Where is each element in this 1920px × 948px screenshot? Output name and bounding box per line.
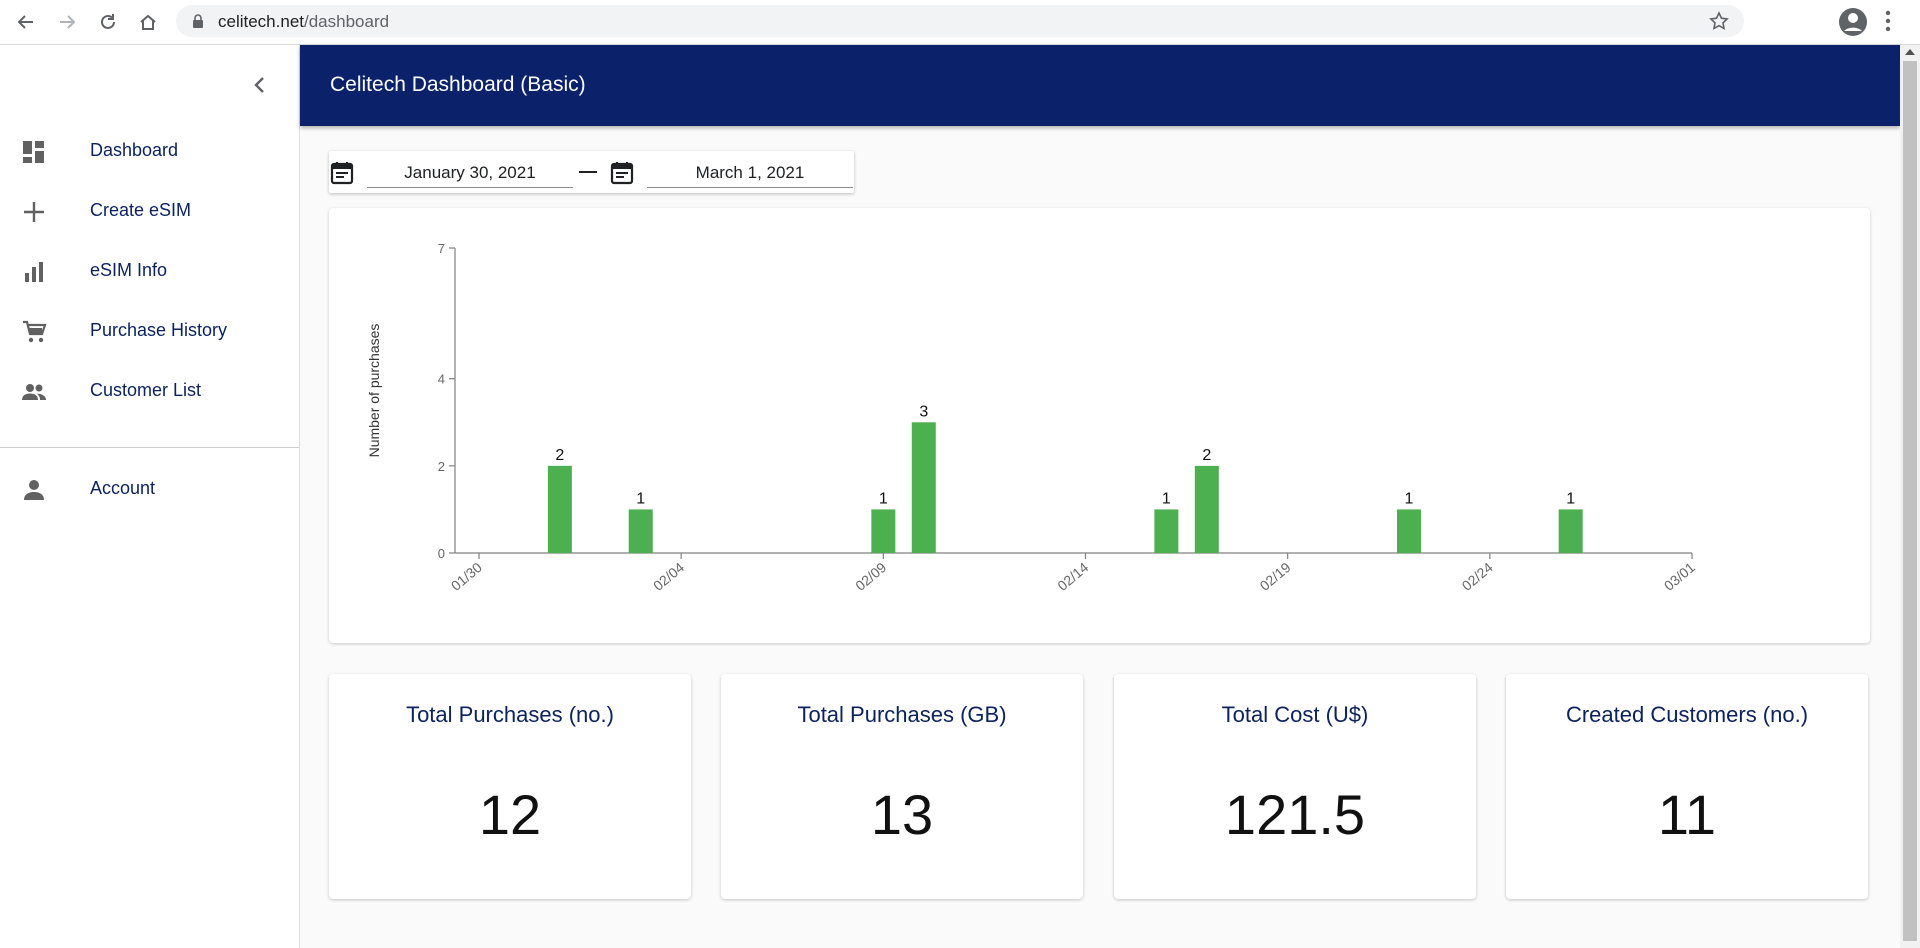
bar (628, 509, 653, 553)
app-header: Celitech Dashboard (Basic) (300, 45, 1900, 126)
sidebar-divider (0, 447, 299, 448)
calendar-icon[interactable] (329, 160, 355, 186)
sidebar-item-esim-info[interactable]: eSIM Info (0, 241, 299, 301)
sidebar-item-label: eSIM Info (90, 260, 168, 280)
x-tick-label: 02/04 (650, 559, 687, 594)
bar (1194, 465, 1219, 553)
stat-card-total-purchases-gb: Total Purchases (GB) 13 (721, 674, 1083, 899)
sidebar-item-dashboard[interactable]: Dashboard (0, 121, 299, 181)
bar-value-label: 1 (1162, 490, 1171, 507)
calendar-icon[interactable] (609, 160, 635, 186)
bar (1396, 509, 1421, 553)
bar (911, 422, 936, 553)
home-icon (140, 14, 156, 30)
url-text: celitech.net/dashboard (218, 12, 389, 32)
bar-value-label: 2 (1202, 447, 1211, 464)
page-scrollbar[interactable] (1900, 45, 1920, 948)
dashboard-icon (23, 141, 44, 163)
sidebar-item-label: Dashboard (90, 140, 179, 160)
bar-value-label: 1 (1566, 490, 1575, 507)
browser-menu-icon[interactable] (1884, 9, 1892, 35)
browser-toolbar: celitech.net/dashboard (0, 0, 1920, 45)
lock-icon (193, 14, 203, 28)
purchases-bar-chart: 0 2 4 7 Number of purchases 01/30 02/04 02/09 02… (366, 241, 1698, 594)
stat-value: 13 (870, 783, 934, 846)
main-content: Celitech Dashboard (Basic) January 30, 2… (300, 45, 1900, 948)
person-icon (24, 480, 44, 500)
profile-avatar-icon[interactable] (1838, 7, 1868, 37)
scroll-thumb[interactable] (1903, 61, 1917, 941)
date-range-separator (579, 171, 597, 173)
y-tick-label: 7 (438, 241, 445, 256)
sidebar-item-label: Account (90, 478, 156, 498)
sidebar: Dashboard Create eSIM eSIM Info Purchase… (0, 45, 300, 948)
address-bar[interactable]: celitech.net/dashboard (176, 5, 1744, 37)
stat-value: 11 (1657, 783, 1717, 846)
scroll-up-arrow-icon[interactable] (1905, 49, 1915, 55)
people-icon (22, 384, 46, 400)
y-axis-label: Number of purchases (366, 324, 382, 458)
arrow-right-icon (60, 15, 76, 29)
date-range-picker: January 30, 2021 March 1, 2021 (329, 151, 854, 193)
url-host: celitech.net (218, 12, 304, 31)
sidebar-item-account[interactable]: Account (0, 459, 299, 519)
sidebar-item-customer-list[interactable]: Customer List (0, 361, 299, 421)
stat-value: 12 (478, 783, 542, 846)
stat-card-total-purchases-no: Total Purchases (no.) 12 (329, 674, 691, 899)
x-tick-label: 01/30 (448, 559, 485, 594)
stat-label: Total Cost (U$) (1221, 702, 1369, 727)
url-path: /dashboard (304, 12, 390, 31)
end-date-input[interactable]: March 1, 2021 (647, 155, 853, 188)
bar (871, 509, 896, 553)
bar-value-label: 1 (1405, 490, 1414, 507)
back-button[interactable] (12, 8, 40, 36)
x-tick-label: 02/24 (1459, 559, 1496, 594)
sidebar-item-label: Purchase History (90, 320, 228, 340)
forward-button[interactable] (53, 8, 81, 36)
nav-list: Dashboard Create eSIM eSIM Info Purchase… (0, 140, 299, 449)
bar-value-label: 1 (636, 490, 645, 507)
bar (547, 465, 572, 553)
bar-value-label: 2 (555, 447, 564, 464)
stat-label: Created Customers (no.) (1565, 702, 1809, 727)
page-title: Celitech Dashboard (Basic) (330, 73, 586, 96)
x-tick-label: 02/14 (1054, 559, 1091, 594)
sidebar-item-create-esim[interactable]: Create eSIM (0, 181, 299, 241)
sidebar-item-label: Customer List (90, 380, 202, 400)
x-tick-label: 02/09 (852, 559, 889, 594)
bar-value-label: 3 (919, 403, 928, 420)
bookmark-star-icon[interactable] (1708, 10, 1730, 32)
arrow-left-icon (17, 15, 33, 29)
cart-icon (23, 320, 47, 343)
sidebar-item-purchase-history[interactable]: Purchase History (0, 301, 299, 361)
bar-value-label: 1 (879, 490, 888, 507)
stat-label: Total Purchases (GB) (797, 702, 1007, 727)
sidebar-item-label: Create eSIM (90, 200, 192, 220)
home-button[interactable] (134, 8, 162, 36)
stat-label: Total Purchases (no.) (406, 702, 614, 727)
y-tick-label: 4 (438, 372, 445, 387)
stat-card-total-cost: Total Cost (U$) 121.5 (1114, 674, 1476, 899)
y-tick-label: 0 (438, 546, 445, 561)
bar-chart-icon (25, 262, 43, 282)
plus-icon (24, 202, 44, 222)
reload-button[interactable] (94, 8, 122, 36)
nav-account-section: Account (0, 459, 299, 519)
y-tick-label: 2 (438, 459, 445, 474)
bar (1558, 509, 1583, 553)
bar (1154, 509, 1179, 553)
collapse-sidebar-button[interactable] (246, 71, 274, 99)
purchases-chart-card: 0 2 4 7 Number of purchases 01/30 02/04 02/09 02… (329, 208, 1870, 643)
stat-value: 121.5 (1224, 783, 1366, 846)
x-tick-label: 03/01 (1661, 559, 1698, 594)
start-date-input[interactable]: January 30, 2021 (367, 155, 573, 188)
app-root: Dashboard Create eSIM eSIM Info Purchase… (0, 45, 1920, 948)
x-tick-label: 02/19 (1256, 559, 1293, 594)
reload-icon (101, 14, 115, 29)
stat-card-created-customers: Created Customers (no.) 11 (1506, 674, 1868, 899)
chevron-left-icon (254, 77, 264, 93)
